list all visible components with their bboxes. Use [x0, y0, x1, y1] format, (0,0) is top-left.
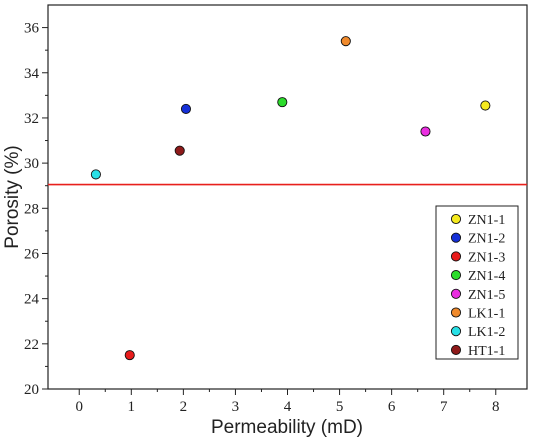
x-tick-label: 1	[128, 399, 136, 415]
legend-marker	[450, 213, 462, 225]
y-tick-label: 32	[24, 111, 39, 127]
y-tick-label: 26	[24, 246, 40, 262]
legend-label: ZN1-3	[468, 250, 505, 265]
y-tick-label: 30	[24, 156, 39, 172]
y-tick-label: 22	[24, 337, 39, 353]
legend-label: LK1-2	[468, 325, 505, 340]
data-point	[340, 36, 351, 47]
legend-marker	[450, 232, 462, 243]
x-tick-label: 6	[388, 399, 396, 415]
data-point	[480, 100, 491, 111]
x-axis-ticks: 0 1 2 3 4 5 6 7 8	[75, 389, 500, 415]
legend-marker	[450, 307, 462, 318]
legend-marker	[450, 344, 462, 355]
x-tick-label: 3	[232, 399, 240, 415]
y-tick-label: 24	[24, 292, 40, 308]
y-tick-label: 36	[24, 21, 40, 37]
y-tick-label: 20	[24, 382, 39, 398]
data-point	[174, 145, 185, 156]
x-tick-label: 4	[284, 399, 292, 415]
data-point	[180, 103, 192, 114]
x-tick-label: 0	[75, 399, 83, 415]
legend-label: ZN1-4	[468, 269, 505, 284]
legend-box	[435, 205, 519, 360]
y-tick-label: 34	[24, 66, 40, 82]
legend-label: LK1-1	[468, 307, 505, 322]
x-tick-label: 2	[180, 399, 188, 415]
legend-label: ZN1-2	[468, 232, 505, 247]
legend-marker	[450, 326, 462, 337]
legend-marker	[450, 288, 462, 299]
y-tick-label: 28	[24, 201, 39, 217]
legend-label: ZN1-5	[468, 288, 505, 303]
x-axis-label: Permeability (mD)	[211, 417, 363, 438]
data-points	[90, 36, 491, 361]
legend-label: ZN1-1	[468, 213, 505, 228]
x-tick-label: 8	[492, 399, 500, 415]
legend-label: HT1-1	[468, 344, 505, 359]
data-point	[90, 169, 101, 180]
x-tick-label: 7	[440, 399, 448, 415]
legend-marker	[450, 251, 462, 262]
data-point	[420, 126, 431, 137]
y-axis-label: Porosity (%)	[2, 145, 23, 248]
data-point	[124, 350, 135, 361]
legend: ZN1-1 ZN1-2 ZN1-3 ZN1-4 ZN1-5 LK1-1 LK1-2 HT1-1	[435, 205, 519, 360]
y-axis-ticks: 20 22 24 26 28 30 32 34 36	[24, 21, 48, 398]
legend-marker	[450, 270, 462, 281]
x-tick-label: 5	[336, 399, 344, 415]
data-point	[277, 97, 288, 108]
